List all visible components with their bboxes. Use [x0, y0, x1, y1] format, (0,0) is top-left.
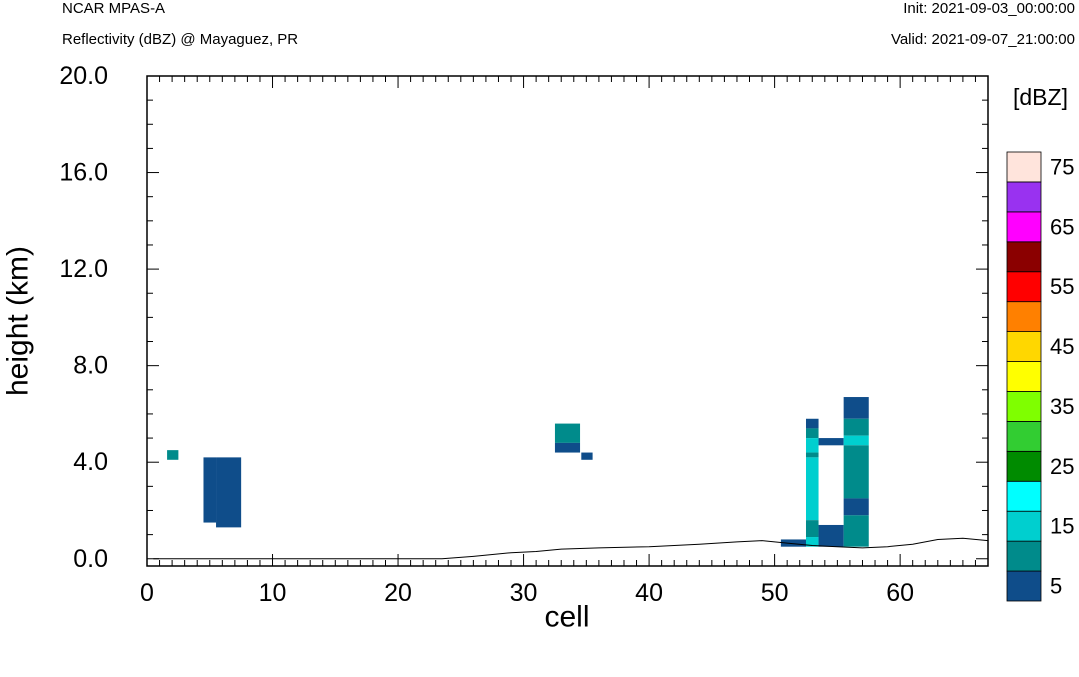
reflectivity-cell-6 [780, 539, 806, 547]
colorbar-label: 55 [1050, 274, 1074, 299]
y-tick-label: 8.0 [73, 352, 108, 380]
y-tick-label: 20.0 [59, 62, 108, 90]
colorbar-swatch-10 [1006, 271, 1042, 303]
reflectivity-cell-21 [843, 515, 869, 547]
y-tick-label: 16.0 [59, 159, 108, 187]
reflectivity-cell-17 [843, 418, 869, 436]
x-tick-label: 20 [384, 579, 412, 607]
colorbar-label: 35 [1050, 394, 1074, 419]
field-subtitle: Reflectivity (dBZ) @ Mayaguez, PR [62, 31, 299, 48]
colorbar-swatch-2 [1006, 510, 1042, 542]
reflectivity-cell-4 [554, 442, 581, 453]
valid-time: Valid: 2021-09-07_21:00:00 [890, 31, 1075, 48]
y-tick-label: 4.0 [73, 448, 108, 476]
reflectivity-cell-11 [805, 457, 819, 521]
colorbar-swatch-9 [1006, 301, 1042, 332]
x-tick-label: 30 [510, 579, 538, 607]
reflectivity-cell-10 [805, 452, 819, 458]
colorbar-swatch-5 [1006, 420, 1042, 452]
reflectivity-cell-9 [805, 438, 819, 453]
colorbar-swatch-11 [1006, 241, 1042, 273]
x-tick-label: 50 [761, 579, 789, 607]
colorbar-label: 25 [1050, 454, 1074, 479]
reflectivity-cell-20 [843, 498, 869, 516]
colorbar-swatch-12 [1006, 211, 1042, 243]
reflectivity-cell-0 [167, 450, 179, 460]
reflectivity-cell-13 [805, 537, 819, 547]
y-axis-label: height (km) [2, 246, 35, 396]
colorbar-swatch-0 [1006, 570, 1042, 602]
colorbar-label: 5 [1050, 574, 1062, 599]
x-tick-label: 10 [259, 579, 287, 607]
reflectivity-cells [167, 397, 869, 547]
reflectivity-cell-16 [843, 397, 869, 419]
terrain-line [153, 537, 989, 560]
x-tick-labels: 0 10 20 30 40 50 60 [140, 579, 914, 607]
reflectivity-cell-12 [805, 520, 819, 538]
model-title: NCAR MPAS-A [62, 0, 166, 17]
colorbar-swatch-14 [1006, 151, 1042, 183]
reflectivity-cell-5 [581, 452, 593, 460]
x-tick-label: 40 [635, 579, 663, 607]
colorbar-swatch-4 [1006, 450, 1042, 482]
x-tick-label: 0 [140, 579, 154, 607]
reflectivity-cell-1 [203, 457, 217, 523]
reflectivity-cell-15 [818, 524, 844, 547]
colorbar-labels: 5 15 25 35 45 55 65 75 [1050, 154, 1074, 598]
colorbar-label: 45 [1050, 334, 1074, 359]
colorbar-swatch-8 [1006, 331, 1042, 362]
colorbar-label: 75 [1050, 154, 1074, 179]
reflectivity-cell-7 [805, 418, 819, 429]
reflectivity-cell-3 [554, 423, 581, 443]
colorbar-swatch-3 [1006, 480, 1042, 512]
colorbar-label: 15 [1050, 514, 1074, 539]
y-tick-label: 12.0 [59, 255, 108, 283]
reflectivity-cell-8 [805, 428, 819, 439]
reflectivity-cell-19 [843, 445, 869, 499]
colorbar-label: 65 [1050, 214, 1074, 239]
colorbar-swatch-7 [1006, 361, 1042, 392]
y-tick-label: 0.0 [73, 545, 108, 573]
colorbar-title: [dBZ] [1013, 84, 1068, 110]
reflectivity-cell-14 [818, 438, 844, 446]
reflectivity-cell-2 [216, 457, 242, 528]
plot-frame [146, 75, 989, 567]
x-axis-label: cell [544, 601, 589, 634]
x-tick-label: 60 [886, 579, 914, 607]
colorbar-swatch-6 [1006, 391, 1042, 422]
colorbar-swatch-1 [1006, 540, 1042, 572]
colorbar [1006, 151, 1042, 602]
y-tick-labels: 0.0 4.0 8.0 12.0 16.0 20.0 [59, 62, 108, 573]
reflectivity-cell-18 [843, 435, 869, 446]
init-time: Init: 2021-09-03_00:00:00 [903, 0, 1075, 17]
colorbar-swatch-13 [1006, 181, 1042, 213]
